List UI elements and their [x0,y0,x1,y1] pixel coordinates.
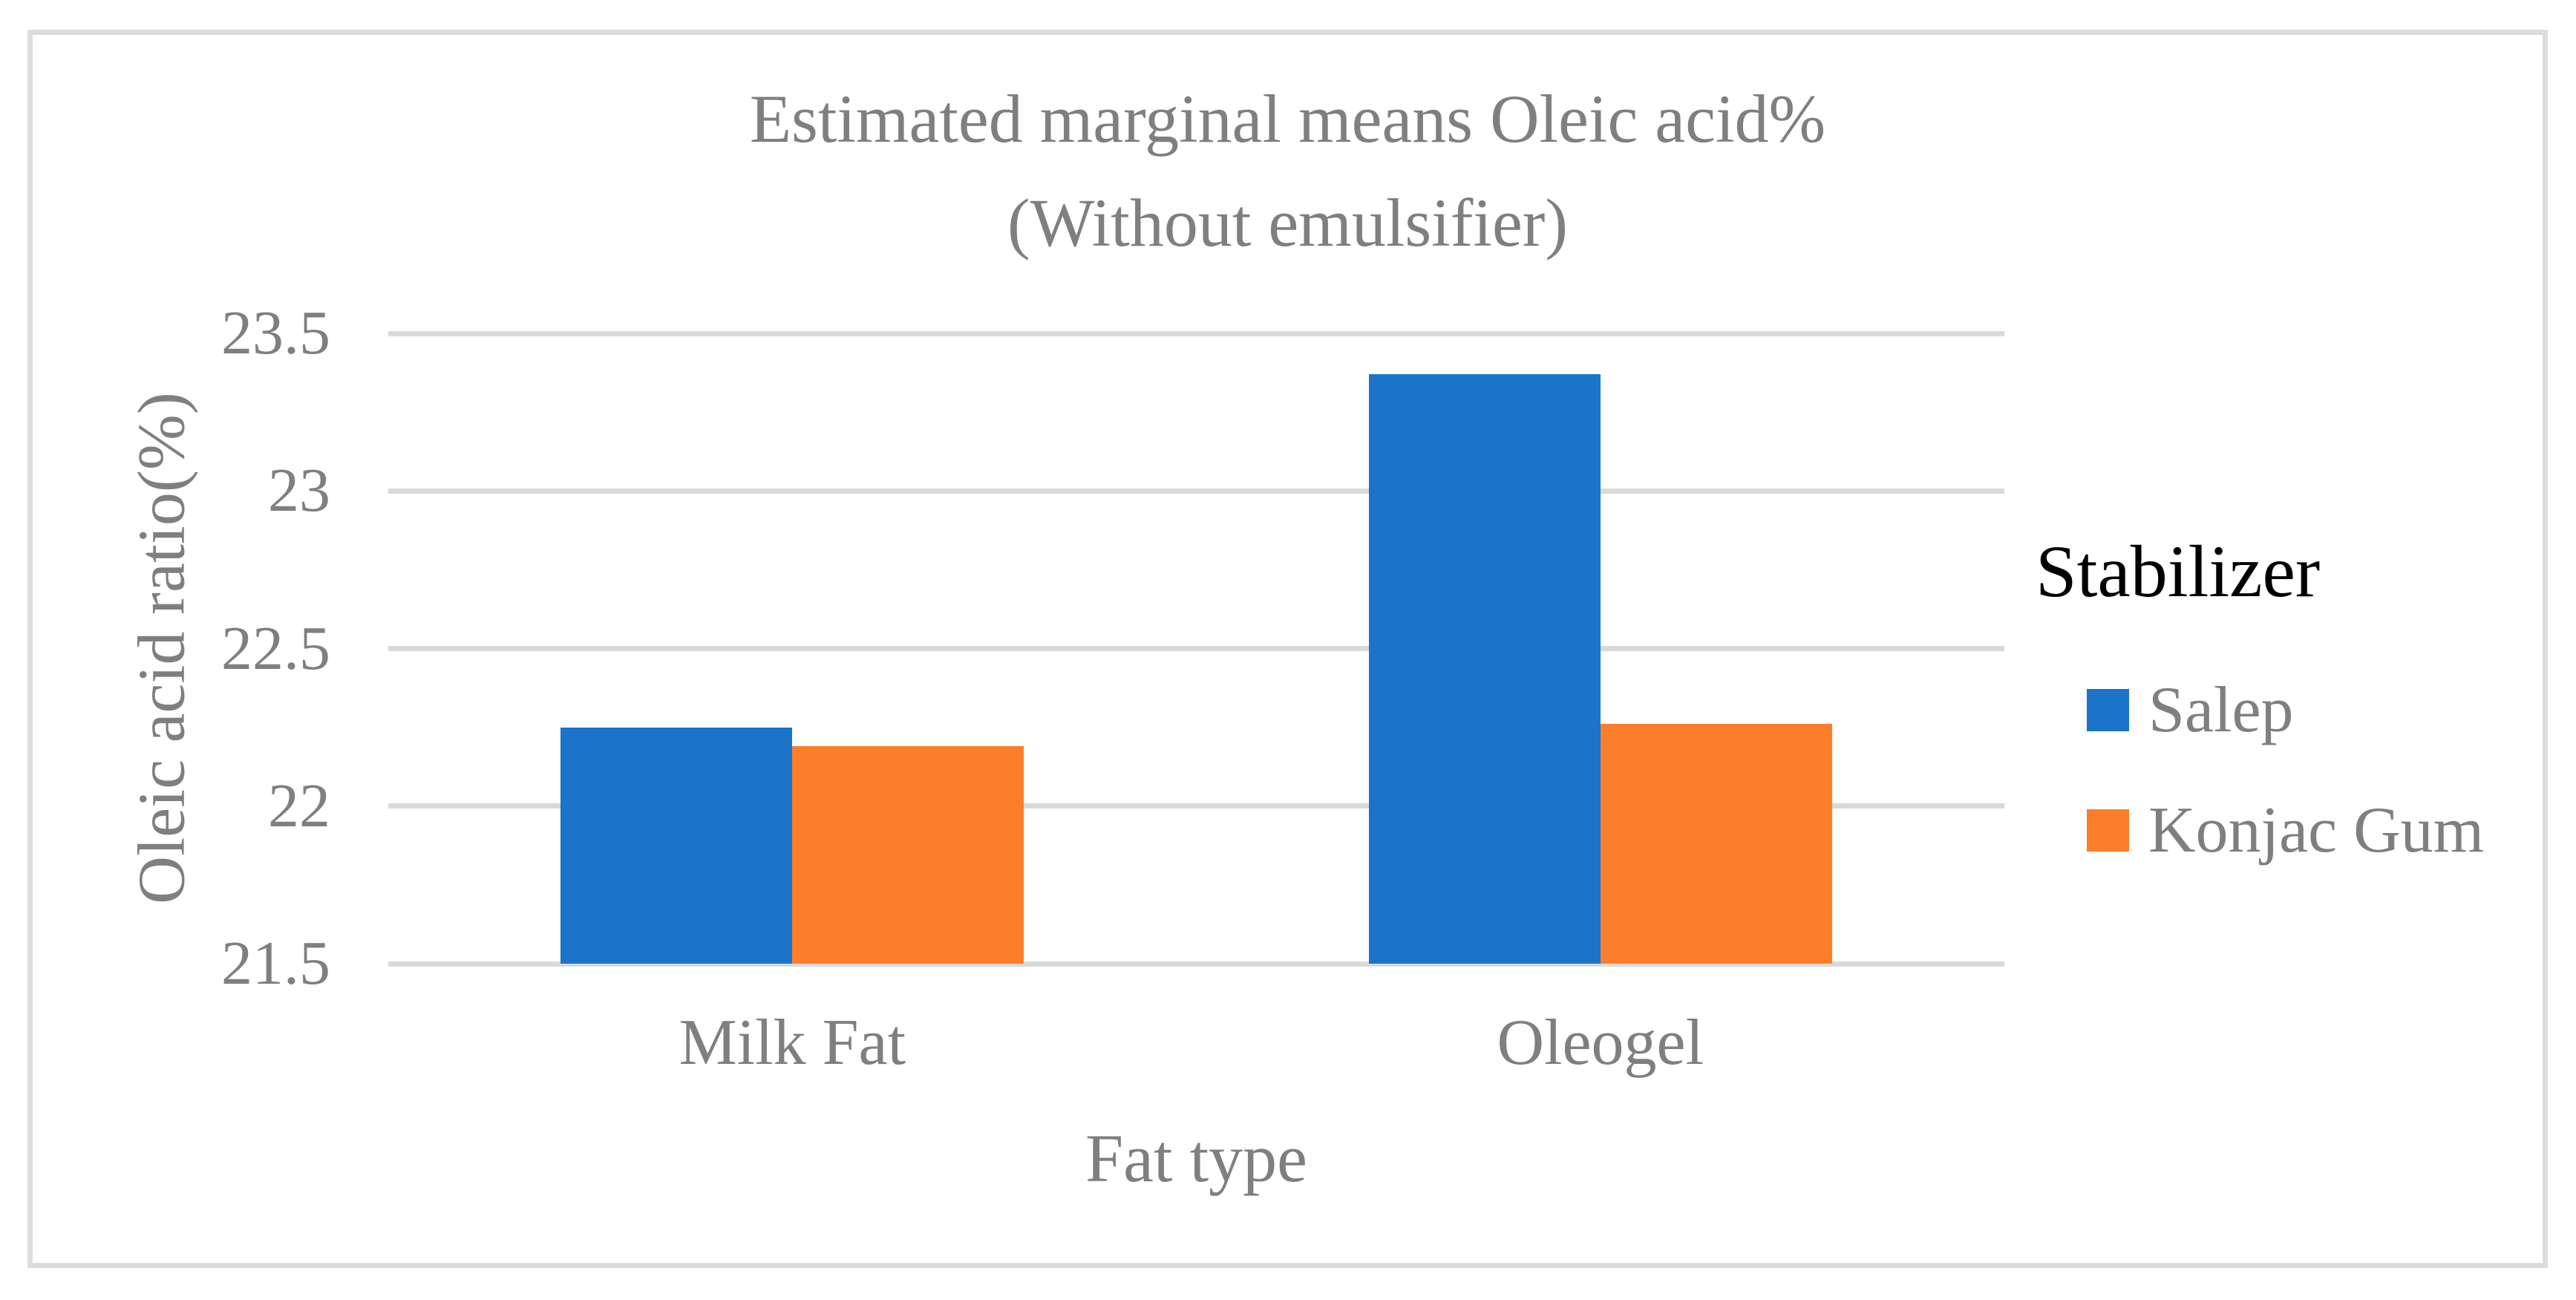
chart-subtitle: (Without emulsifier) [1007,185,1569,261]
y-tick-label-23.5: 23.5 [221,298,330,368]
chart-title: Estimated marginal means Oleic acid% [749,81,1826,157]
y-tick-label-22.5: 22.5 [221,613,330,683]
gridline-22 [388,803,2004,809]
bar-salep-milk-fat [560,727,793,964]
gridline-21.5 [388,961,2004,967]
bar-konjac-gum-oleogel [1600,724,1832,964]
y-tick-label-22: 22 [268,771,330,840]
legend-title: Stabilizer [2036,530,2321,613]
gridline-22.5 [388,646,2004,651]
bar-salep-oleogel [1368,374,1601,964]
y-tick-label-21.5: 21.5 [221,929,330,998]
x-axis-title: Fat type [1085,1120,1307,1196]
legend-item-salep: Salep [2087,674,2294,746]
gridline-23 [388,488,2004,494]
category-label-milk-fat: Milk Fat [679,1007,906,1079]
chart-title-block: Estimated marginal means Oleic acid% (Wi… [27,67,2548,275]
category-label-oleogel: Oleogel [1497,1007,1704,1079]
y-tick-label-23: 23 [268,456,330,526]
legend-label-salep: Salep [2148,673,2294,746]
legend-swatch-salep [2087,688,2129,731]
legend-item-konjac-gum: Konjac Gum [2087,794,2484,866]
bar-konjac-gum-milk-fat [792,746,1024,964]
plot-area [388,330,2004,967]
legend: Stabilizer Salep Konjac Gum [2036,530,2548,866]
legend-label-konjac-gum: Konjac Gum [2148,794,2485,866]
gridline-23.5 [388,330,2004,336]
legend-swatch-konjac-gum [2087,809,2129,852]
